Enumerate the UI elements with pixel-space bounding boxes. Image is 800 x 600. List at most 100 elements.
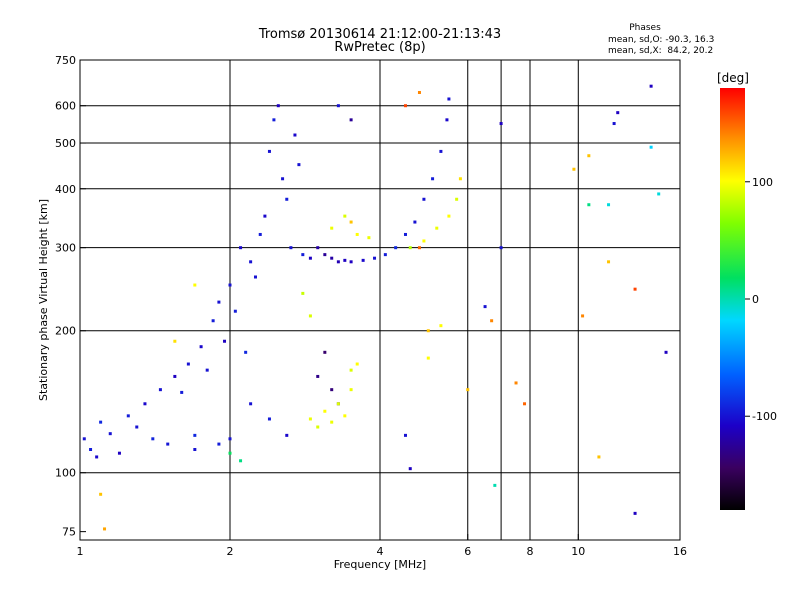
data-point	[223, 339, 227, 343]
data-point	[99, 492, 103, 496]
data-point	[95, 455, 99, 459]
y-tick-label: 500	[55, 137, 76, 150]
phases-line-o: mean, sd,O: -90.3, 16.3	[608, 35, 714, 45]
data-point	[244, 350, 248, 354]
data-point	[607, 203, 611, 207]
data-points	[82, 84, 668, 531]
colorbar-tick-label: -100	[752, 410, 777, 423]
data-point	[272, 118, 276, 122]
data-point	[483, 305, 487, 309]
data-point	[581, 314, 585, 318]
x-axis-label: Frequency [MHz]	[334, 558, 426, 571]
data-point	[336, 260, 340, 264]
data-point	[186, 362, 190, 366]
data-point	[249, 402, 253, 406]
colorbar-label: [deg]	[717, 71, 749, 85]
data-point	[633, 511, 637, 515]
data-point	[633, 287, 637, 291]
data-point	[180, 390, 184, 394]
data-point	[343, 214, 347, 218]
phases-title: Phases	[629, 23, 661, 33]
y-tick-label: 200	[55, 325, 76, 338]
colorbar-tick-label: 0	[752, 293, 759, 306]
x-tick-label: 8	[527, 545, 534, 558]
data-point	[316, 425, 320, 429]
data-point	[228, 283, 232, 287]
data-point	[336, 402, 340, 406]
data-point	[499, 122, 503, 126]
data-point	[330, 256, 334, 260]
data-point	[383, 253, 387, 257]
y-axis-label: Stationary phase Virtual Height [km]	[37, 199, 50, 401]
y-tick-label: 75	[62, 526, 76, 539]
data-point	[323, 409, 327, 413]
data-point	[301, 253, 305, 257]
data-point	[431, 177, 435, 181]
data-point	[349, 368, 353, 372]
chart-title: Tromsø 20130614 21:12:00-21:13:43	[258, 27, 501, 42]
data-point	[297, 163, 301, 167]
chart-subtitle: RwPretec (8p)	[334, 40, 425, 55]
data-point	[349, 220, 353, 224]
data-point	[173, 339, 177, 343]
data-point	[308, 256, 312, 260]
data-point	[607, 260, 611, 264]
x-tick-label: 16	[673, 545, 687, 558]
data-point	[408, 246, 412, 250]
data-point	[293, 133, 297, 137]
x-tick-label: 10	[571, 545, 585, 558]
data-point	[597, 455, 601, 459]
data-point	[239, 246, 243, 250]
data-point	[89, 447, 93, 451]
data-point	[587, 203, 591, 207]
data-point	[664, 350, 668, 354]
y-tick-label: 400	[55, 183, 76, 196]
data-point	[403, 104, 407, 108]
data-point	[258, 232, 262, 236]
data-point	[211, 319, 215, 323]
data-point	[330, 388, 334, 392]
data-point	[249, 260, 253, 264]
data-point	[367, 236, 371, 240]
data-point	[82, 437, 86, 441]
data-point	[173, 374, 177, 378]
data-point	[439, 149, 443, 153]
data-point	[193, 283, 197, 287]
data-point	[499, 246, 503, 250]
data-point	[301, 291, 305, 295]
data-point	[253, 275, 257, 279]
data-point	[228, 437, 232, 441]
data-point	[308, 314, 312, 318]
data-point	[343, 258, 347, 262]
data-point	[355, 232, 359, 236]
data-point	[285, 433, 289, 437]
data-point	[403, 232, 407, 236]
data-point	[135, 425, 139, 429]
data-point	[572, 167, 576, 171]
x-tick-label: 4	[377, 545, 384, 558]
data-point	[649, 84, 653, 88]
data-point	[193, 447, 197, 451]
data-point	[408, 467, 412, 471]
data-point	[355, 362, 359, 366]
data-point	[126, 414, 130, 418]
data-point	[439, 324, 443, 328]
data-point	[99, 420, 103, 424]
data-point	[233, 309, 237, 313]
data-point	[166, 442, 170, 446]
x-tick-label: 2	[227, 545, 234, 558]
data-point	[458, 177, 462, 181]
data-point	[239, 459, 243, 463]
y-tick-label: 600	[55, 100, 76, 113]
y-tick-label: 100	[55, 467, 76, 480]
data-point	[373, 256, 377, 260]
data-point	[349, 118, 353, 122]
data-point	[587, 154, 591, 158]
x-axis: 1 2 4 6 8 10 16	[77, 534, 687, 558]
data-point	[466, 388, 470, 392]
y-axis: 75 100 200 300 400 500 600 750	[55, 54, 86, 539]
data-point	[445, 118, 449, 122]
data-point	[281, 177, 285, 181]
data-point	[394, 246, 398, 250]
